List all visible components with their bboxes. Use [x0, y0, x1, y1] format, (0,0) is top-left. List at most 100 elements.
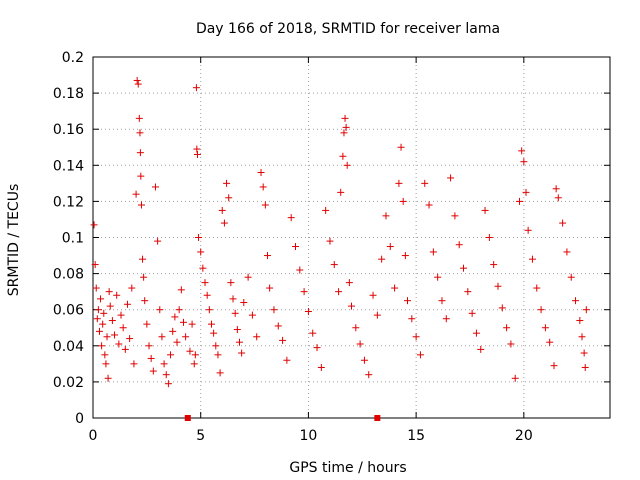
- data-point: [342, 123, 350, 131]
- y-tick-label: 0.16: [53, 122, 84, 138]
- data-point: [94, 306, 102, 314]
- y-axis-label: SRMTID / TECUs: [6, 184, 22, 297]
- x-tick-label: 15: [407, 428, 425, 444]
- data-point: [365, 371, 373, 379]
- data-point: [191, 351, 199, 359]
- data-point: [167, 351, 175, 359]
- data-point: [554, 194, 562, 202]
- data-point: [169, 327, 177, 335]
- x-tick-label: 5: [196, 428, 205, 444]
- data-point: [253, 333, 261, 341]
- data-point: [397, 143, 405, 151]
- data-point: [238, 349, 246, 357]
- data-point: [104, 374, 112, 382]
- data-point: [378, 255, 386, 263]
- data-point: [173, 338, 181, 346]
- data-point: [140, 273, 148, 281]
- data-point: [123, 300, 131, 308]
- data-point: [582, 306, 590, 314]
- data-point: [345, 279, 353, 287]
- data-point: [337, 188, 345, 196]
- data-point: [401, 252, 409, 260]
- data-point: [399, 197, 407, 205]
- chart-title: Day 166 of 2018, SRMTID for receiver lam…: [196, 21, 500, 37]
- data-point: [442, 315, 450, 323]
- data-point: [567, 273, 575, 281]
- data-point: [322, 206, 330, 214]
- data-point: [348, 302, 355, 310]
- data-point: [578, 333, 586, 341]
- data-point: [135, 114, 143, 122]
- data-point: [207, 320, 215, 328]
- data-point: [369, 291, 377, 299]
- data-point: [296, 266, 304, 274]
- data-point: [227, 279, 235, 287]
- data-point: [291, 243, 299, 251]
- y-tick-labels: 0 0.02 0.04 0.06 0.08 0.1 0.12 0.14 0.16 0.18 0.2: [53, 50, 84, 427]
- data-point: [97, 295, 105, 303]
- data-point: [197, 248, 205, 256]
- data-point: [541, 324, 549, 332]
- data-point: [240, 298, 248, 306]
- data-point: [190, 360, 198, 368]
- data-point: [317, 363, 325, 371]
- data-point: [210, 329, 218, 337]
- data-point: [225, 194, 233, 202]
- data-point: [201, 279, 209, 287]
- data-point: [498, 304, 506, 312]
- data-point: [460, 264, 468, 272]
- data-point: [235, 338, 243, 346]
- data-point: [464, 288, 472, 296]
- data-point: [300, 288, 308, 296]
- data-point: [212, 342, 220, 350]
- data-point: [340, 129, 348, 137]
- data-point: [145, 342, 153, 350]
- data-point: [119, 324, 127, 332]
- data-point: [326, 237, 334, 245]
- data-point: [481, 206, 489, 214]
- y-tick-label: 0.12: [53, 194, 84, 210]
- data-point: [154, 237, 162, 245]
- data-point: [339, 152, 347, 160]
- data-point: [137, 201, 145, 209]
- data-point: [477, 345, 485, 353]
- data-point: [412, 333, 420, 341]
- data-point: [160, 360, 168, 368]
- data-point: [117, 311, 125, 319]
- data-point: [563, 248, 571, 256]
- data-point: [248, 311, 256, 319]
- data-point: [313, 344, 321, 352]
- data-point: [156, 306, 164, 314]
- data-point: [494, 282, 502, 290]
- data-point: [266, 284, 274, 292]
- y-tick-label: 0.02: [53, 375, 84, 391]
- data-point: [356, 340, 364, 348]
- data-point: [93, 315, 101, 323]
- data-point: [274, 322, 282, 330]
- data-point: [99, 320, 107, 328]
- data-point: [231, 309, 239, 317]
- data-point: [95, 327, 103, 335]
- data-point: [171, 313, 179, 321]
- data-point: [111, 331, 119, 339]
- data-point: [100, 309, 108, 317]
- data-point: [203, 291, 211, 299]
- data-point: [101, 351, 109, 359]
- data-point: [162, 371, 170, 379]
- data-point: [121, 345, 129, 353]
- data-point: [139, 255, 147, 263]
- data-point: [257, 169, 265, 177]
- y-tick-label: 0.14: [53, 158, 84, 174]
- data-point: [581, 363, 589, 371]
- data-point: [343, 161, 351, 169]
- data-point: [279, 336, 287, 344]
- data-point: [429, 248, 437, 256]
- data-point: [576, 317, 584, 325]
- data-point: [149, 367, 157, 375]
- data-point: [182, 333, 190, 341]
- data-point: [434, 273, 442, 281]
- plot-area: [92, 56, 611, 419]
- data-point: [233, 326, 241, 334]
- data-point: [451, 212, 459, 220]
- data-point: [218, 206, 226, 214]
